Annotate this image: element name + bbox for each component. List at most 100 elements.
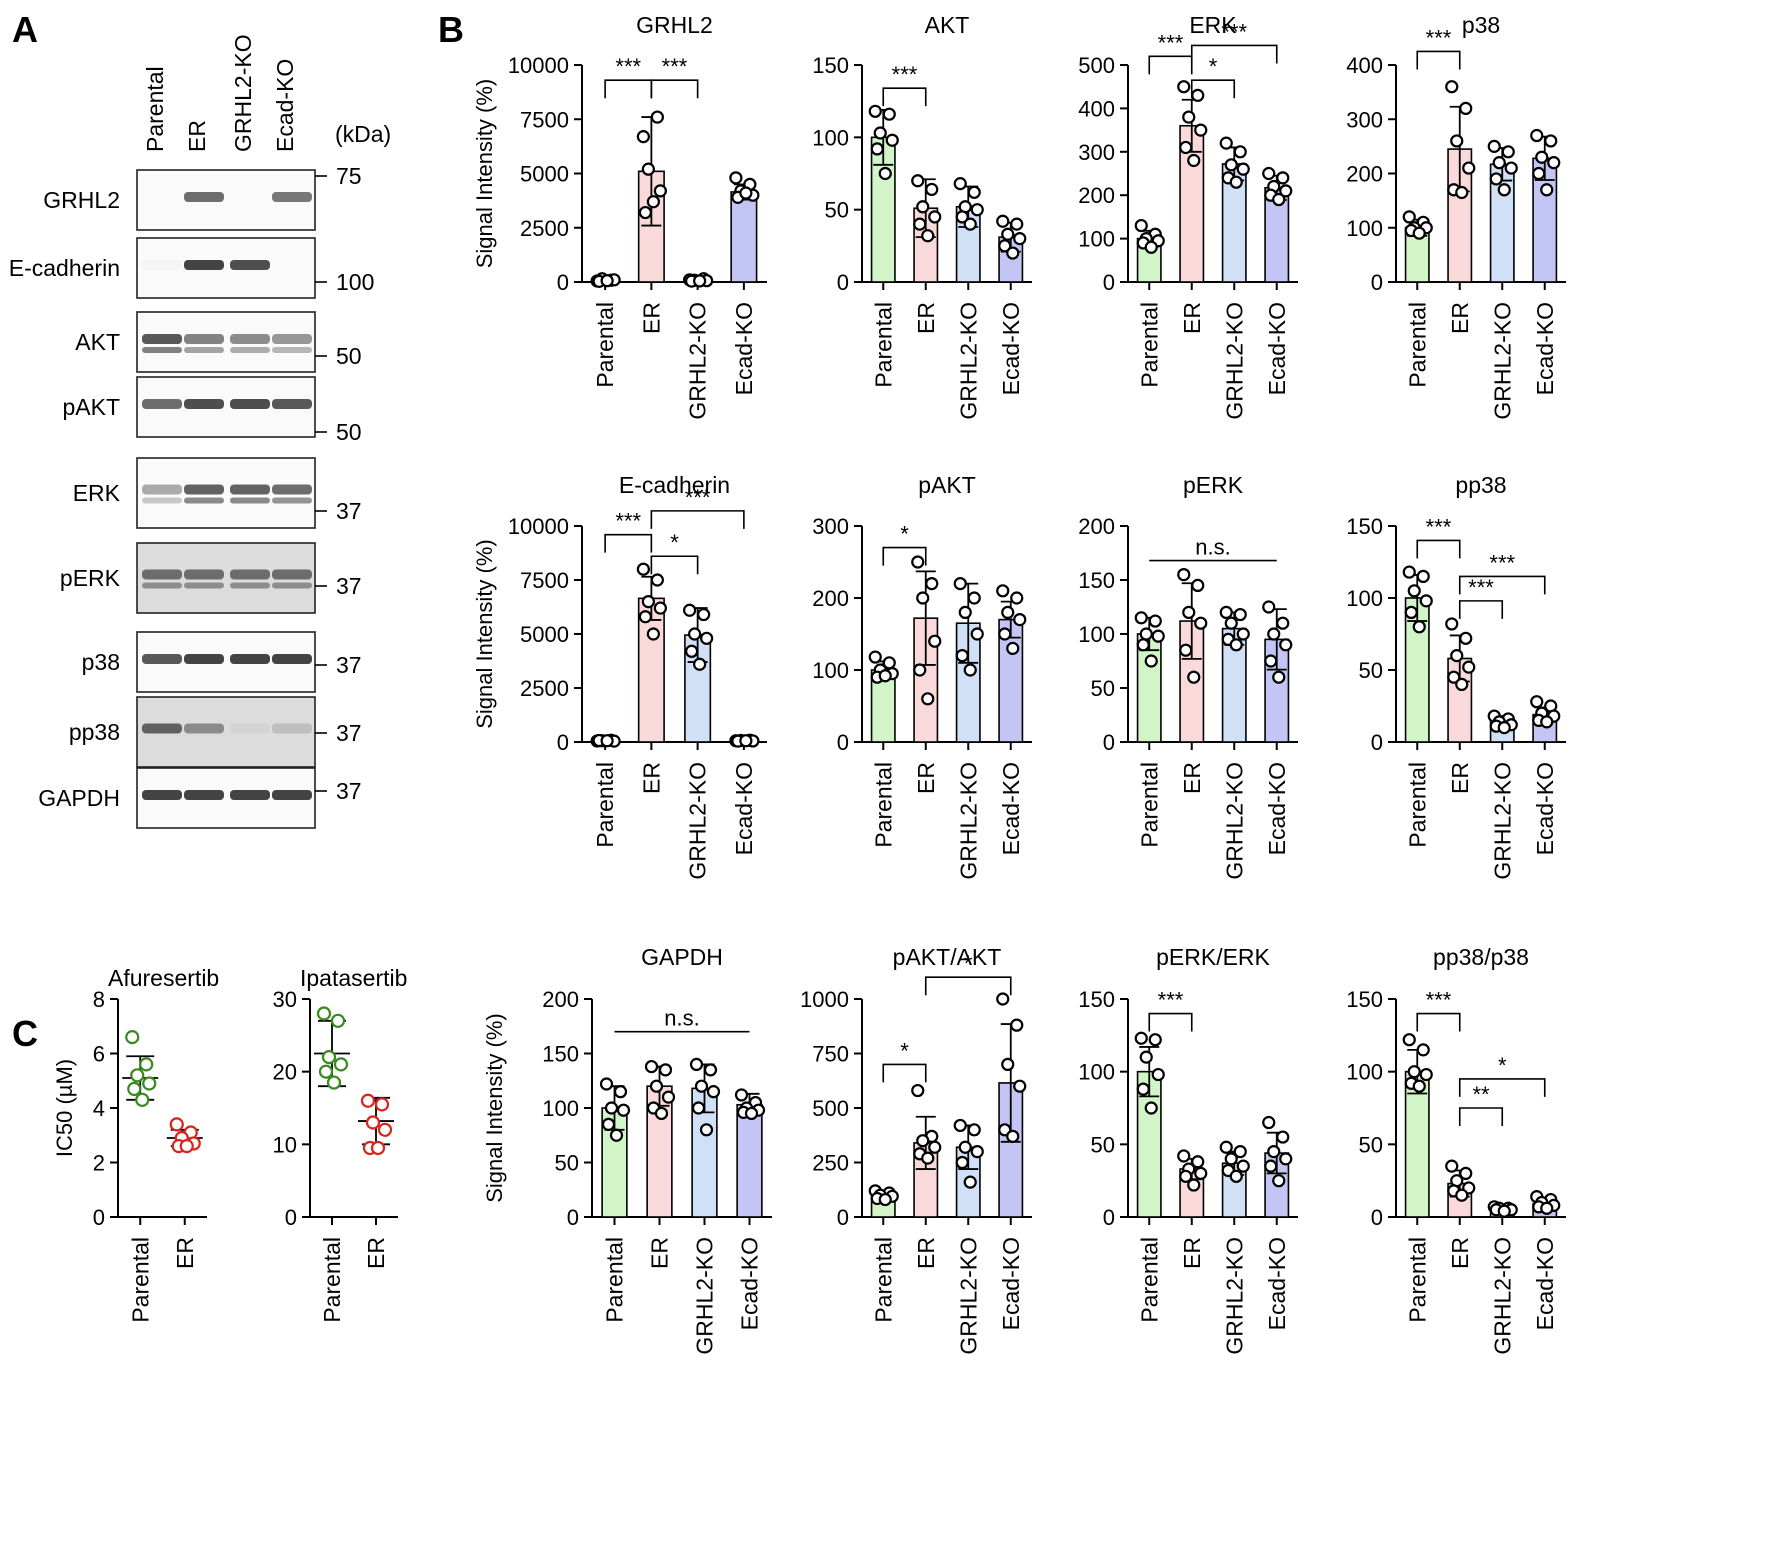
data-point — [1276, 1130, 1290, 1144]
data-point — [996, 214, 1010, 228]
data-point — [970, 1144, 984, 1159]
x-tick-label: Ecad-KO — [1264, 762, 1290, 855]
x-tick-label: ER — [913, 302, 939, 334]
y-tick-label: 0 — [557, 270, 569, 295]
y-tick-label: 5000 — [520, 622, 569, 647]
sig-bracket — [882, 87, 927, 107]
data-point — [1530, 128, 1544, 143]
chart-ipatasertib: Ipatasertib 0 10 20 30 Parental ER — [273, 965, 408, 1323]
data-point — [646, 195, 660, 209]
blot-row-label: pERK — [60, 565, 121, 591]
lane-label: ER — [184, 120, 210, 152]
sig-bracket — [882, 1063, 927, 1083]
y-tick-label: 750 — [812, 1042, 849, 1067]
data-point — [321, 1050, 337, 1065]
data-point — [1229, 175, 1243, 189]
y-tick-label: 5000 — [520, 162, 569, 187]
data-point — [1445, 617, 1459, 631]
data-point — [963, 1175, 977, 1189]
x-tick-label: ER — [1179, 762, 1205, 794]
data-point — [1001, 605, 1015, 620]
blot-band — [230, 484, 270, 495]
data-point — [1236, 1159, 1250, 1173]
data-point — [1262, 166, 1276, 181]
data-point — [970, 203, 984, 217]
data-point — [925, 576, 939, 591]
data-point — [1416, 1043, 1430, 1057]
data-point — [1445, 1159, 1459, 1173]
y-tick-label: 6 — [93, 1042, 105, 1067]
chart-erk: ERK 0 100 200 300 400 500 Parental ER GRHL2-KO Eca… — [1078, 12, 1298, 420]
blot-band — [272, 582, 312, 589]
data-point — [644, 1059, 659, 1074]
chart-ecad: E-cadherin 0 2500 5000 7500 10000 Signal Inten… — [472, 472, 767, 880]
data-point — [1402, 565, 1416, 579]
data-point — [953, 177, 967, 191]
data-point — [318, 1064, 334, 1079]
sig-bracket — [1148, 1012, 1193, 1032]
data-point — [1540, 183, 1554, 197]
y-tick-label: 0 — [1103, 730, 1115, 755]
y-tick-label: 30 — [273, 987, 297, 1012]
x-tick-label: Ecad-KO — [737, 1237, 763, 1330]
data-point — [928, 210, 942, 224]
y-tick-label: 150 — [1078, 987, 1115, 1012]
data-point — [1262, 600, 1276, 614]
data-point — [1182, 605, 1196, 620]
data-point — [604, 1101, 619, 1115]
y-tick-label: 300 — [812, 514, 849, 539]
marker-label: 50 — [336, 343, 362, 369]
data-point — [1535, 150, 1549, 164]
data-point — [1136, 638, 1150, 652]
data-point — [963, 217, 977, 231]
blot-band — [230, 654, 270, 664]
data-point — [882, 107, 896, 121]
y-tick-label: 50 — [555, 1151, 579, 1176]
data-point — [1544, 134, 1558, 148]
blot-band — [184, 569, 224, 580]
x-tick-label: Parental — [1404, 302, 1430, 388]
data-point — [1279, 1152, 1293, 1166]
sig-label: *** — [1426, 514, 1452, 539]
data-point — [928, 1140, 942, 1154]
data-point — [1445, 80, 1459, 94]
y-tick-label: 150 — [1078, 568, 1115, 593]
y-tick-label: 2500 — [520, 676, 569, 701]
blot-band — [142, 497, 182, 504]
blot-band — [272, 334, 312, 344]
y-tick-label: 500 — [1078, 53, 1115, 78]
data-point — [955, 1155, 969, 1170]
data-point — [1001, 1057, 1015, 1072]
chart-title: Ipatasertib — [300, 965, 407, 991]
data-point — [1144, 1101, 1158, 1115]
data-point — [734, 1088, 749, 1102]
data-point — [1462, 660, 1476, 674]
data-point — [654, 1106, 669, 1121]
chart-title: pp38 — [1455, 472, 1506, 498]
marker-label: 37 — [336, 573, 362, 599]
data-point — [921, 1151, 935, 1165]
data-point — [1219, 136, 1233, 150]
x-tick-label: GRHL2-KO — [1221, 762, 1247, 880]
marker-label: 37 — [336, 778, 362, 804]
blot-band — [230, 790, 270, 800]
chart-pp38: pp38 0 50 100 150 Parental ER GRHL2-KO Ecad-KO **… — [1346, 472, 1566, 880]
data-point — [689, 1057, 704, 1072]
chart-p38: p38 0 100 200 300 400 Parental ER GRHL2-KO Ecad-K… — [1346, 12, 1566, 420]
data-point — [873, 126, 887, 140]
data-point — [609, 1128, 624, 1142]
x-tick-label: ER — [913, 1237, 939, 1269]
blot-band — [142, 790, 182, 800]
blot-band — [184, 497, 224, 504]
y-tick-label: 150 — [542, 1042, 579, 1067]
blot-band — [184, 582, 224, 589]
data-point — [1191, 578, 1205, 593]
data-point — [739, 186, 753, 200]
blot-band — [272, 790, 312, 800]
x-tick-label: GRHL2-KO — [1221, 1237, 1247, 1355]
sig-label: *** — [662, 54, 688, 79]
data-point — [739, 734, 753, 748]
x-tick-label: ER — [1447, 302, 1473, 334]
sig-bracket — [1416, 1012, 1461, 1032]
